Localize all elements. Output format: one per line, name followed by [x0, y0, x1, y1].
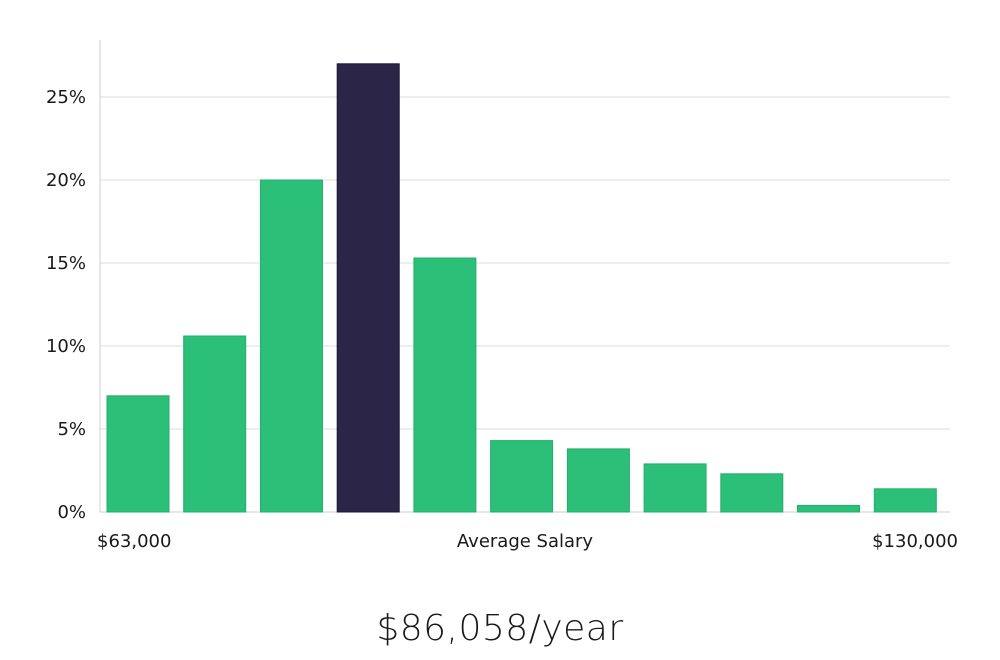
x-axis-title: Average Salary [457, 531, 594, 552]
x-min-label: $63,000 [97, 531, 171, 552]
bar-10 [873, 488, 937, 513]
bar-7 [643, 463, 707, 513]
salary-histogram-chart: 0%5%10%15%20%25% $63,000 Average Salary … [46, 40, 958, 552]
bar-1 [183, 335, 247, 513]
y-tick-label: 5% [57, 419, 86, 440]
average-salary-caption: $86,058/year [376, 608, 624, 649]
y-tick-label: 25% [46, 87, 86, 108]
bar-highlighted [336, 63, 400, 513]
bar-5 [490, 440, 554, 513]
y-tick-label: 20% [46, 170, 86, 191]
bar-0 [106, 395, 170, 513]
bar-9 [797, 504, 860, 513]
y-tick-label: 0% [57, 502, 86, 523]
y-tick-labels: 0% 5% 10% 15% 20% 25% [46, 87, 86, 523]
x-max-label: $130,000 [872, 531, 958, 552]
bar-2 [260, 179, 323, 513]
y-tick-label: 10% [46, 336, 86, 357]
bar-4 [413, 257, 477, 513]
bar-6 [566, 448, 630, 513]
y-tick-label: 15% [46, 253, 86, 274]
bars [106, 63, 937, 513]
bar-8 [720, 473, 784, 513]
